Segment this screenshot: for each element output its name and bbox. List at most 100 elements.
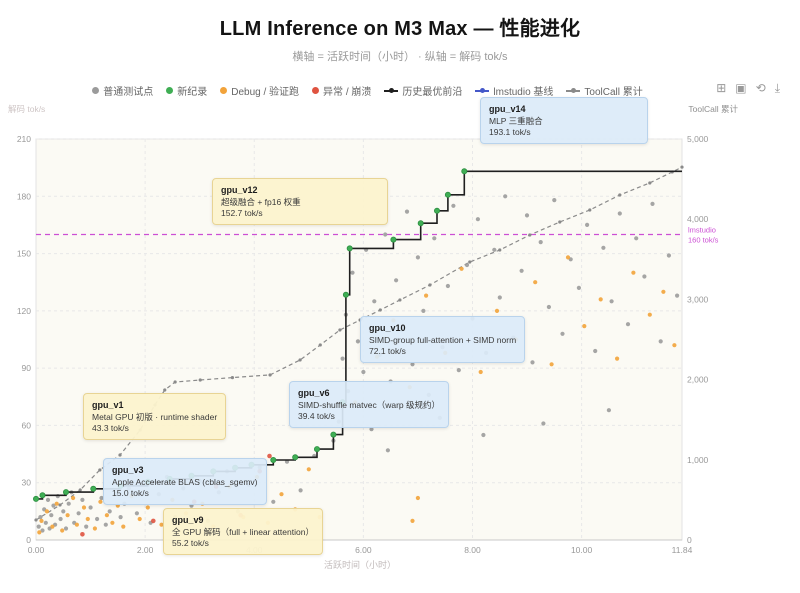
normal-test-points-point[interactable] bbox=[118, 515, 123, 520]
debug-run-points-point[interactable] bbox=[65, 513, 70, 518]
debug-run-points-point[interactable] bbox=[60, 528, 65, 533]
debug-run-points-point[interactable] bbox=[37, 530, 42, 535]
toolcall-point[interactable] bbox=[468, 260, 472, 264]
debug-run-points-point[interactable] bbox=[279, 492, 284, 497]
debug-run-points-point[interactable] bbox=[74, 522, 79, 527]
debug-run-points-point[interactable] bbox=[50, 524, 55, 529]
toolcall-point[interactable] bbox=[98, 468, 102, 472]
legend-item-crash[interactable]: 异常 / 崩溃 bbox=[312, 83, 371, 98]
normal-test-points-point[interactable] bbox=[552, 198, 557, 203]
debug-run-points-point[interactable] bbox=[415, 495, 420, 501]
normal-test-points-point[interactable] bbox=[421, 308, 426, 313]
refresh-icon[interactable]: ⟲ bbox=[755, 81, 766, 95]
debug-run-points-point[interactable] bbox=[39, 518, 44, 524]
debug-run-points-point[interactable] bbox=[661, 289, 666, 294]
normal-test-points-point[interactable] bbox=[593, 348, 598, 354]
normal-test-points-point[interactable] bbox=[546, 304, 552, 310]
debug-run-points-point[interactable] bbox=[81, 505, 87, 510]
debug-run-points-point[interactable] bbox=[615, 356, 620, 361]
normal-test-points-point[interactable] bbox=[66, 501, 71, 506]
normal-test-points-point[interactable] bbox=[76, 511, 81, 516]
debug-run-points-point[interactable] bbox=[410, 518, 415, 524]
legend-item-frontier[interactable]: 历史最优前沿 bbox=[384, 83, 462, 98]
record-point[interactable] bbox=[90, 485, 97, 492]
toolcall-point[interactable] bbox=[648, 181, 652, 185]
record-point[interactable] bbox=[444, 191, 451, 198]
toolcall-point[interactable] bbox=[298, 358, 302, 362]
normal-test-points-point[interactable] bbox=[40, 528, 45, 533]
debug-run-points-point[interactable] bbox=[71, 495, 76, 501]
normal-test-points-point[interactable] bbox=[58, 516, 63, 522]
record-point[interactable] bbox=[390, 236, 397, 243]
normal-test-points-point[interactable] bbox=[271, 499, 276, 504]
debug-run-points-point[interactable] bbox=[598, 297, 603, 302]
normal-test-points-point[interactable] bbox=[61, 509, 66, 514]
debug-run-points-point[interactable] bbox=[631, 270, 636, 275]
normal-test-points-point[interactable] bbox=[103, 522, 108, 527]
debug-run-points-point[interactable] bbox=[85, 516, 90, 522]
download-icon[interactable]: ⤓ bbox=[774, 81, 780, 95]
legend-item-lmstudio[interactable]: lmstudio 基线 bbox=[475, 83, 553, 98]
debug-run-points-point[interactable] bbox=[424, 293, 429, 298]
debug-run-points-point[interactable] bbox=[306, 467, 311, 472]
normal-test-points-point[interactable] bbox=[585, 222, 590, 227]
normal-test-points-point[interactable] bbox=[625, 322, 631, 327]
normal-test-points-point[interactable] bbox=[538, 240, 543, 245]
toolcall-point[interactable] bbox=[338, 328, 342, 332]
normal-test-points-point[interactable] bbox=[634, 236, 639, 241]
debug-run-points-point[interactable] bbox=[459, 266, 464, 271]
normal-test-points-point[interactable] bbox=[84, 524, 89, 529]
normal-test-points-point[interactable] bbox=[80, 497, 85, 502]
toolcall-point[interactable] bbox=[78, 488, 82, 492]
debug-run-points-point[interactable] bbox=[494, 308, 500, 313]
normal-test-points-point[interactable] bbox=[355, 339, 360, 344]
debug-run-points-point[interactable] bbox=[672, 343, 677, 348]
normal-test-points-point[interactable] bbox=[43, 520, 48, 525]
record-point[interactable] bbox=[342, 291, 349, 298]
debug-run-points-point[interactable] bbox=[478, 369, 483, 375]
crash-points-point[interactable] bbox=[80, 532, 85, 537]
toolcall-point[interactable] bbox=[163, 388, 167, 392]
normal-test-points-point[interactable] bbox=[524, 213, 530, 218]
debug-run-points-point[interactable] bbox=[137, 516, 142, 522]
normal-test-points-point[interactable] bbox=[475, 217, 480, 222]
normal-test-points-point[interactable] bbox=[394, 278, 399, 283]
normal-test-points-point[interactable] bbox=[576, 285, 582, 290]
toolcall-point[interactable] bbox=[118, 453, 122, 457]
debug-run-points-point[interactable] bbox=[565, 255, 571, 260]
debug-run-points-point[interactable] bbox=[98, 499, 103, 504]
toolcall-point[interactable] bbox=[198, 378, 202, 382]
toolcall-point[interactable] bbox=[498, 248, 502, 252]
debug-run-points-point[interactable] bbox=[104, 513, 109, 518]
normal-test-points-point[interactable] bbox=[95, 516, 100, 522]
debug-run-points-point[interactable] bbox=[121, 524, 126, 529]
toolcall-point[interactable] bbox=[378, 308, 382, 312]
toolcall-point[interactable] bbox=[558, 220, 562, 224]
normal-test-points-point[interactable] bbox=[49, 513, 54, 518]
normal-test-points-point[interactable] bbox=[38, 515, 43, 520]
legend-item-debug[interactable]: Debug / 验证跑 bbox=[220, 83, 299, 98]
normal-test-points-point[interactable] bbox=[658, 339, 663, 344]
normal-test-points-point[interactable] bbox=[456, 368, 461, 373]
toolcall-point[interactable] bbox=[428, 283, 432, 287]
toolcall-point[interactable] bbox=[588, 208, 592, 212]
record-point[interactable] bbox=[63, 489, 70, 496]
record-point[interactable] bbox=[313, 446, 320, 453]
normal-test-points-point[interactable] bbox=[497, 295, 502, 300]
crash-points-point[interactable] bbox=[267, 453, 272, 459]
record-point[interactable] bbox=[417, 220, 424, 227]
normal-test-points-point[interactable] bbox=[541, 421, 546, 426]
normal-test-points-point[interactable] bbox=[609, 299, 614, 304]
normal-test-points-point[interactable] bbox=[134, 511, 139, 516]
toolcall-point[interactable] bbox=[680, 165, 684, 169]
normal-test-points-point[interactable] bbox=[51, 503, 56, 508]
toolcall-point[interactable] bbox=[398, 298, 402, 302]
normal-test-points-point[interactable] bbox=[404, 209, 410, 214]
normal-test-points-point[interactable] bbox=[560, 331, 565, 336]
record-point[interactable] bbox=[433, 207, 440, 214]
debug-run-points-point[interactable] bbox=[92, 526, 97, 531]
normal-test-points-point[interactable] bbox=[519, 268, 524, 273]
normal-test-points-point[interactable] bbox=[99, 495, 104, 501]
normal-test-points-point[interactable] bbox=[369, 427, 374, 432]
normal-test-points-point[interactable] bbox=[385, 448, 390, 453]
